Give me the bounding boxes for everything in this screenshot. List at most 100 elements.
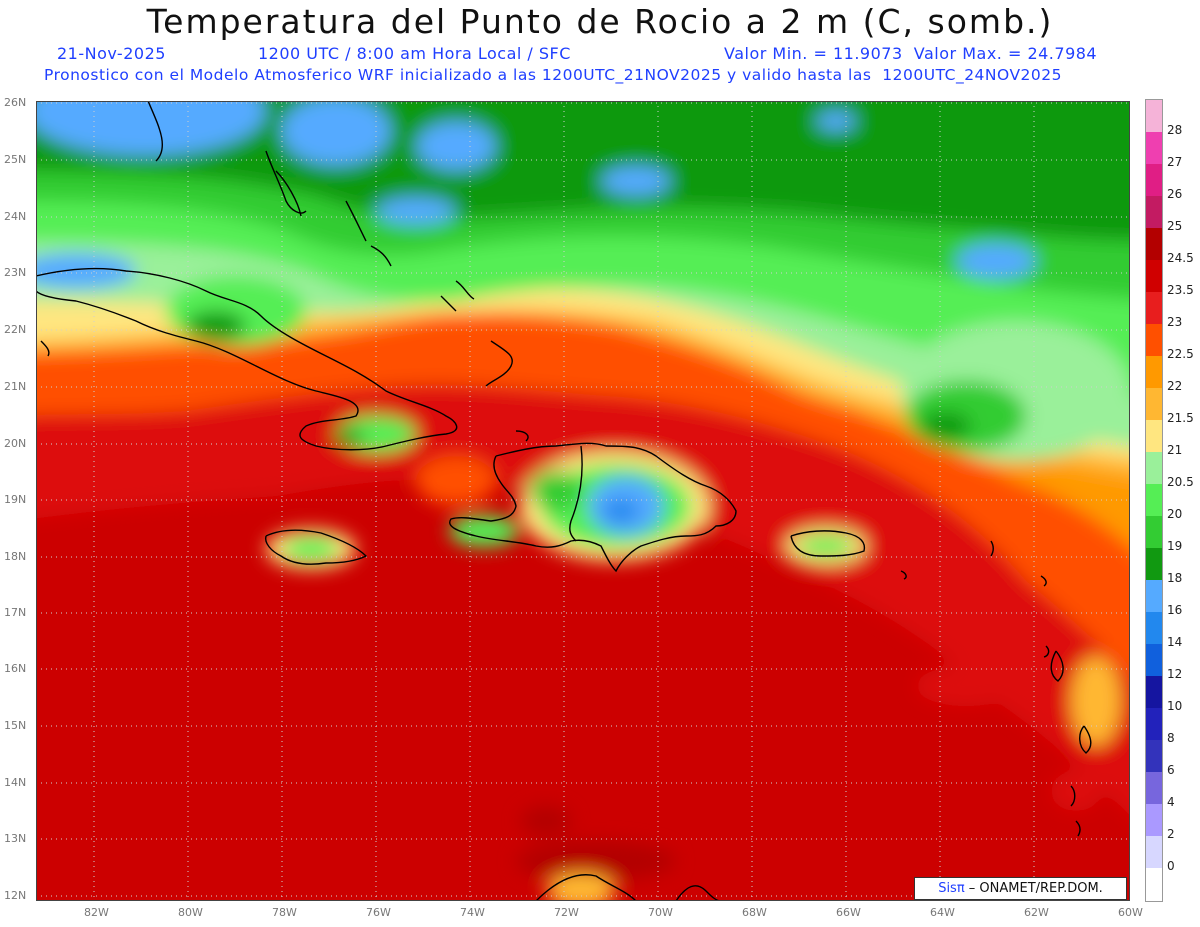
lat-label: 22N [4, 323, 27, 336]
colorbar-tick-label: 12 [1167, 667, 1183, 681]
colorbar-frame [1145, 99, 1163, 902]
florida-coast [147, 101, 307, 217]
lat-label: 24N [4, 210, 27, 223]
colorbar-swatch [1146, 356, 1162, 389]
colorbar-tick-label: 0 [1167, 859, 1175, 873]
lon-label: 78W [272, 906, 297, 919]
colorbar-swatch [1146, 164, 1162, 197]
colorbar-swatch [1146, 132, 1162, 165]
colorbar-swatch [1146, 740, 1162, 773]
graticule [36, 101, 1130, 901]
colorbar [1145, 99, 1163, 902]
colorbar-tick-label: 18 [1167, 571, 1183, 585]
lesser-antilles [900, 540, 1092, 837]
colorbar-tick-label: 28 [1167, 123, 1183, 137]
lat-label: 26N [4, 96, 27, 109]
lat-label: 20N [4, 437, 27, 450]
colorbar-swatch [1146, 836, 1162, 869]
time-label: 1200 UTC / 8:00 am Hora Local / SFC [258, 44, 571, 63]
lat-label: 15N [4, 719, 27, 732]
colorbar-tick-label: 22.5 [1167, 347, 1194, 361]
colorbar-tick-label: 25 [1167, 219, 1183, 233]
dewpoint-map [36, 101, 1130, 901]
lon-label: 68W [742, 906, 767, 919]
colorbar-tick-label: 23 [1167, 315, 1183, 329]
colorbar-tick-label: 23.5 [1167, 283, 1194, 297]
lon-label: 60W [1118, 906, 1143, 919]
colorbar-swatch [1146, 644, 1162, 677]
lon-label: 80W [178, 906, 203, 919]
lat-label: 25N [4, 153, 27, 166]
colorbar-tick-label: 16 [1167, 603, 1183, 617]
colorbar-swatch [1146, 484, 1162, 517]
cuba-coast [36, 267, 458, 451]
haiti-dr-border [569, 445, 583, 542]
south-america-coast [535, 874, 722, 901]
lon-label: 66W [836, 906, 861, 919]
colorbar-tick-label: 24.5 [1167, 251, 1194, 265]
colorbar-swatch [1146, 804, 1162, 837]
credit-org: – ONAMET/REP.DOM. [964, 881, 1103, 896]
colorbar-swatch [1146, 548, 1162, 581]
coastlines [36, 101, 1092, 901]
lon-label: 82W [84, 906, 109, 919]
lon-label: 70W [648, 906, 673, 919]
colorbar-tick-label: 10 [1167, 699, 1183, 713]
lat-label: 17N [4, 606, 27, 619]
colorbar-tick-label: 27 [1167, 155, 1183, 169]
colorbar-tick-label: 14 [1167, 635, 1183, 649]
lon-label: 76W [366, 906, 391, 919]
sispi-logo-text: Sisπ [938, 881, 965, 896]
isla-juventud [40, 340, 50, 357]
colorbar-tick-label: 26 [1167, 187, 1183, 201]
colorbar-tick-label: 22 [1167, 379, 1183, 393]
colorbar-swatch [1146, 260, 1162, 293]
minmax-label: Valor Min. = 11.9073 Valor Max. = 24.798… [724, 44, 1098, 63]
colorbar-swatch [1146, 516, 1162, 549]
colorbar-swatch [1146, 100, 1162, 133]
colorbar-tick-label: 21 [1167, 443, 1183, 457]
jamaica-coast [264, 529, 368, 565]
colorbar-tick-label: 8 [1167, 731, 1175, 745]
lat-label: 16N [4, 662, 27, 675]
colorbar-swatch [1146, 292, 1162, 325]
lat-label: 18N [4, 550, 27, 563]
puerto-rico-coast [790, 530, 866, 557]
forecast-label: Pronostico con el Modelo Atmosferico WRF… [44, 66, 1062, 84]
lon-label: 62W [1024, 906, 1049, 919]
colorbar-swatch [1146, 676, 1162, 709]
colorbar-tick-label: 2 [1167, 827, 1175, 841]
lat-label: 21N [4, 380, 27, 393]
colorbar-tick-label: 19 [1167, 539, 1183, 553]
colorbar-swatch [1146, 228, 1162, 261]
lon-label: 74W [460, 906, 485, 919]
lat-label: 12N [4, 889, 27, 902]
lat-label: 23N [4, 266, 27, 279]
colorbar-swatch [1146, 196, 1162, 229]
bahamas [345, 200, 529, 442]
colorbar-swatch [1146, 388, 1162, 421]
credit-box: Sisπ – ONAMET/REP.DOM. [914, 877, 1127, 900]
colorbar-swatch [1146, 772, 1162, 805]
colorbar-tick-label: 20 [1167, 507, 1183, 521]
colorbar-swatch [1146, 580, 1162, 613]
colorbar-swatch [1146, 452, 1162, 485]
dewpoint-fill [36, 101, 1130, 901]
hispaniola-coast [449, 442, 737, 573]
colorbar-swatch [1146, 420, 1162, 453]
lat-label: 14N [4, 776, 27, 789]
colorbar-tick-label: 6 [1167, 763, 1175, 777]
map-title: Temperatura del Punto de Rocio a 2 m (C,… [146, 2, 1054, 41]
lat-label: 13N [4, 832, 27, 845]
colorbar-tick-label: 4 [1167, 795, 1175, 809]
lon-label: 64W [930, 906, 955, 919]
colorbar-tick-label: 20.5 [1167, 475, 1194, 489]
colorbar-swatch [1146, 868, 1162, 901]
lat-label: 19N [4, 493, 27, 506]
colorbar-swatch [1146, 324, 1162, 357]
date-label: 21-Nov-2025 [57, 44, 166, 63]
colorbar-swatch [1146, 612, 1162, 645]
colorbar-tick-label: 21.5 [1167, 411, 1194, 425]
lon-label: 72W [554, 906, 579, 919]
colorbar-swatch [1146, 708, 1162, 741]
